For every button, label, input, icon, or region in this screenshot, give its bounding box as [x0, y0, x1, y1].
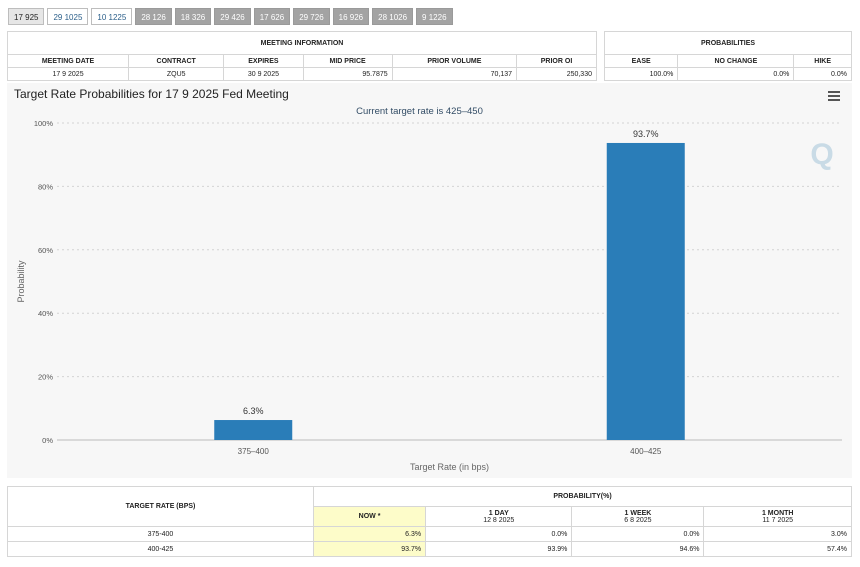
- tab-meeting-date[interactable]: 28 1026: [372, 8, 414, 25]
- y-tick-label: 60%: [38, 246, 53, 255]
- tab-meeting-date[interactable]: 9 1226: [416, 8, 453, 25]
- col-header: HIKE: [793, 54, 852, 68]
- target-rate-header: TARGET RATE (BPS): [7, 486, 314, 527]
- data-label: 93.7%: [633, 129, 659, 139]
- col-header: MID PRICE: [302, 54, 393, 68]
- period-now-header: NOW *: [312, 506, 427, 527]
- meeting-info-title: MEETING INFORMATION: [7, 31, 597, 55]
- prob-1month-cell: 57.4%: [703, 541, 852, 557]
- col-header: PRIOR OI: [516, 54, 597, 68]
- watermark-logo: Q: [810, 138, 833, 171]
- tab-meeting-date[interactable]: 29 1025: [47, 8, 89, 25]
- target-rate-cell: 400-425: [7, 541, 314, 557]
- prob-1week-cell: 0.0%: [571, 526, 705, 542]
- meeting-info-table: MEETING INFORMATION MEETING DATE CONTRAC…: [6, 31, 597, 81]
- tab-meeting-date[interactable]: 17 626: [253, 8, 291, 25]
- y-tick-label: 40%: [38, 309, 53, 318]
- mid-price-value: 95.7875: [302, 67, 393, 81]
- probabilities-info-table: PROBABILITIES EASE NO CHANGE HIKE 100.0%…: [603, 31, 852, 81]
- hamburger-menu-icon[interactable]: [828, 91, 840, 101]
- chart-title: Target Rate Probabilities for 17 9 2025 …: [14, 87, 289, 101]
- ease-value: 100.0%: [603, 67, 679, 81]
- prob-1week-cell: 94.6%: [571, 541, 705, 557]
- chart-subtitle: Current target rate is 425–450: [356, 106, 483, 117]
- y-tick-label: 20%: [38, 373, 53, 382]
- y-tick-label: 0%: [42, 436, 53, 445]
- prob-now-cell: 6.3%: [312, 526, 427, 542]
- table-row: 375-400 6.3% 0.0% 0.0% 3.0%: [7, 526, 852, 542]
- tab-meeting-date[interactable]: 29 426: [214, 8, 251, 25]
- data-label: 6.3%: [243, 406, 264, 416]
- probability-table: TARGET RATE (BPS) PROBABILITY(%) NOW * 1…: [7, 486, 852, 557]
- x-tick-label: 375–400: [238, 447, 270, 456]
- tab-meeting-date[interactable]: 28 126: [135, 8, 172, 25]
- expires-value: 30 9 2025: [223, 67, 304, 81]
- col-header: CONTRACT: [128, 54, 225, 68]
- prob-1month-cell: 3.0%: [703, 526, 852, 542]
- no-change-value: 0.0%: [677, 67, 795, 81]
- period-1day-header: 1 DAY 12 8 2025: [425, 506, 573, 527]
- col-header: EASE: [603, 54, 679, 68]
- x-axis-title: Target Rate (in bps): [410, 462, 489, 472]
- prob-1day-cell: 93.9%: [425, 541, 573, 557]
- period-1week-header: 1 WEEK 6 8 2025: [571, 506, 705, 527]
- prob-now-cell: 93.7%: [312, 541, 427, 557]
- tab-meeting-date[interactable]: 29 726: [293, 8, 330, 25]
- tab-meeting-date[interactable]: 16 926: [332, 8, 370, 25]
- probability-header: PROBABILITY(%): [313, 486, 852, 507]
- col-header: MEETING DATE: [6, 54, 130, 68]
- chart-panel: Current target rate is 425–450 Q 0% 20% 40% 6…: [7, 83, 852, 478]
- y-tick-label: 80%: [38, 182, 53, 191]
- hike-value: 0.0%: [793, 67, 852, 81]
- bar-chart: Current target rate is 425–450 Q 0% 20% 40% 6…: [16, 106, 842, 472]
- bar: [606, 142, 685, 440]
- target-rate-cell: 375-400: [7, 526, 314, 542]
- period-1month-header: 1 MONTH 11 7 2025: [703, 506, 852, 527]
- col-header: PRIOR VOLUME: [391, 54, 518, 68]
- contract-value: ZQU5: [128, 67, 225, 81]
- col-header: EXPIRES: [223, 54, 304, 68]
- bar: [214, 420, 293, 440]
- x-tick-label: 400–425: [630, 447, 662, 456]
- prob-1day-cell: 0.0%: [425, 526, 573, 542]
- table-row: 400-425 93.7% 93.9% 94.6% 57.4%: [7, 541, 852, 557]
- tab-meeting-date[interactable]: 17 925: [8, 8, 45, 25]
- prior-oi-value: 250,330: [516, 67, 597, 81]
- meeting-date-tabs: 17 925 29 1025 10 1225 28 126 18 326 29 …: [8, 8, 453, 25]
- prior-volume-value: 70,137: [391, 67, 518, 81]
- col-header: NO CHANGE: [677, 54, 795, 68]
- tab-meeting-date[interactable]: 18 326: [174, 8, 212, 25]
- meeting-date-value: 17 9 2025: [6, 67, 130, 81]
- tab-meeting-date[interactable]: 10 1225: [91, 8, 133, 25]
- y-axis-title: Probability: [16, 260, 26, 303]
- y-tick-label: 100%: [34, 119, 54, 128]
- probabilities-title: PROBABILITIES: [604, 31, 852, 55]
